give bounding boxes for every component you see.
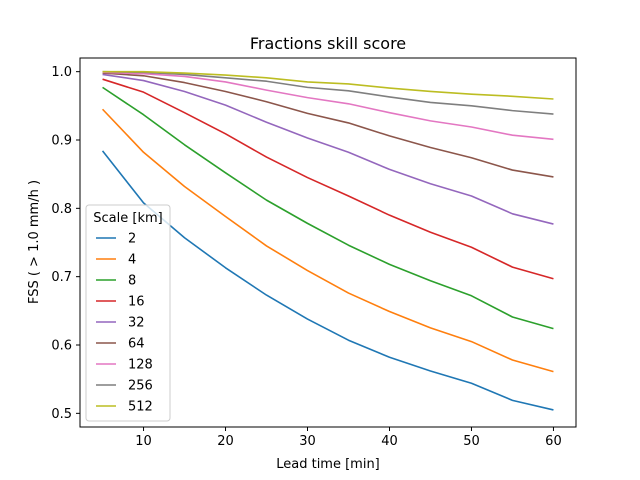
legend-label-128: 128 — [128, 358, 153, 373]
series-line-64 — [102, 72, 554, 178]
y-axis-label: FSS ( > 1.0 mm/h ) — [27, 180, 42, 304]
series-line-512 — [102, 70, 554, 100]
legend-label-2: 2 — [128, 232, 136, 247]
legend-label-16: 16 — [128, 295, 145, 310]
legend-label-256: 256 — [128, 379, 153, 394]
series-line-8 — [102, 86, 554, 330]
x-axis-label: Lead time [min] — [276, 457, 380, 472]
legend-label-32: 32 — [128, 316, 145, 331]
series-layer — [101, 70, 554, 411]
y-tick-label: 0.8 — [51, 202, 72, 217]
x-tick-label: 30 — [299, 434, 316, 449]
y-tick-label: 0.6 — [51, 339, 72, 354]
y-tick-label: 1.0 — [51, 65, 72, 80]
series-line-16 — [102, 78, 554, 280]
legend-label-8: 8 — [128, 274, 136, 289]
legend-title: Scale [km] — [93, 211, 162, 226]
y-tick-label: 0.9 — [51, 134, 72, 149]
x-tick-label: 20 — [217, 434, 234, 449]
series-line-4 — [101, 108, 554, 373]
legend: Scale [km] 2 4 8 16 32 64 128 256 512 — [85, 204, 171, 422]
y-axis: 0.5 0.6 0.7 0.8 0.9 1.0 — [51, 65, 80, 422]
y-tick-label: 0.7 — [51, 270, 72, 285]
plot-frame — [79, 57, 577, 428]
legend-label-4: 4 — [128, 253, 136, 268]
legend-label-512: 512 — [128, 400, 153, 415]
series-line-2 — [101, 150, 554, 411]
x-tick-label: 50 — [463, 434, 480, 449]
legend-label-64: 64 — [128, 337, 145, 352]
x-tick-label: 40 — [381, 434, 398, 449]
chart-title: Fractions skill score — [250, 34, 406, 53]
series-line-128 — [102, 71, 554, 141]
x-tick-label: 60 — [545, 434, 562, 449]
x-axis: 10 20 30 40 50 60 — [135, 427, 562, 449]
x-tick-label: 10 — [135, 434, 152, 449]
y-tick-label: 0.5 — [51, 407, 72, 422]
series-line-32 — [102, 73, 554, 225]
series-line-256 — [102, 70, 554, 115]
